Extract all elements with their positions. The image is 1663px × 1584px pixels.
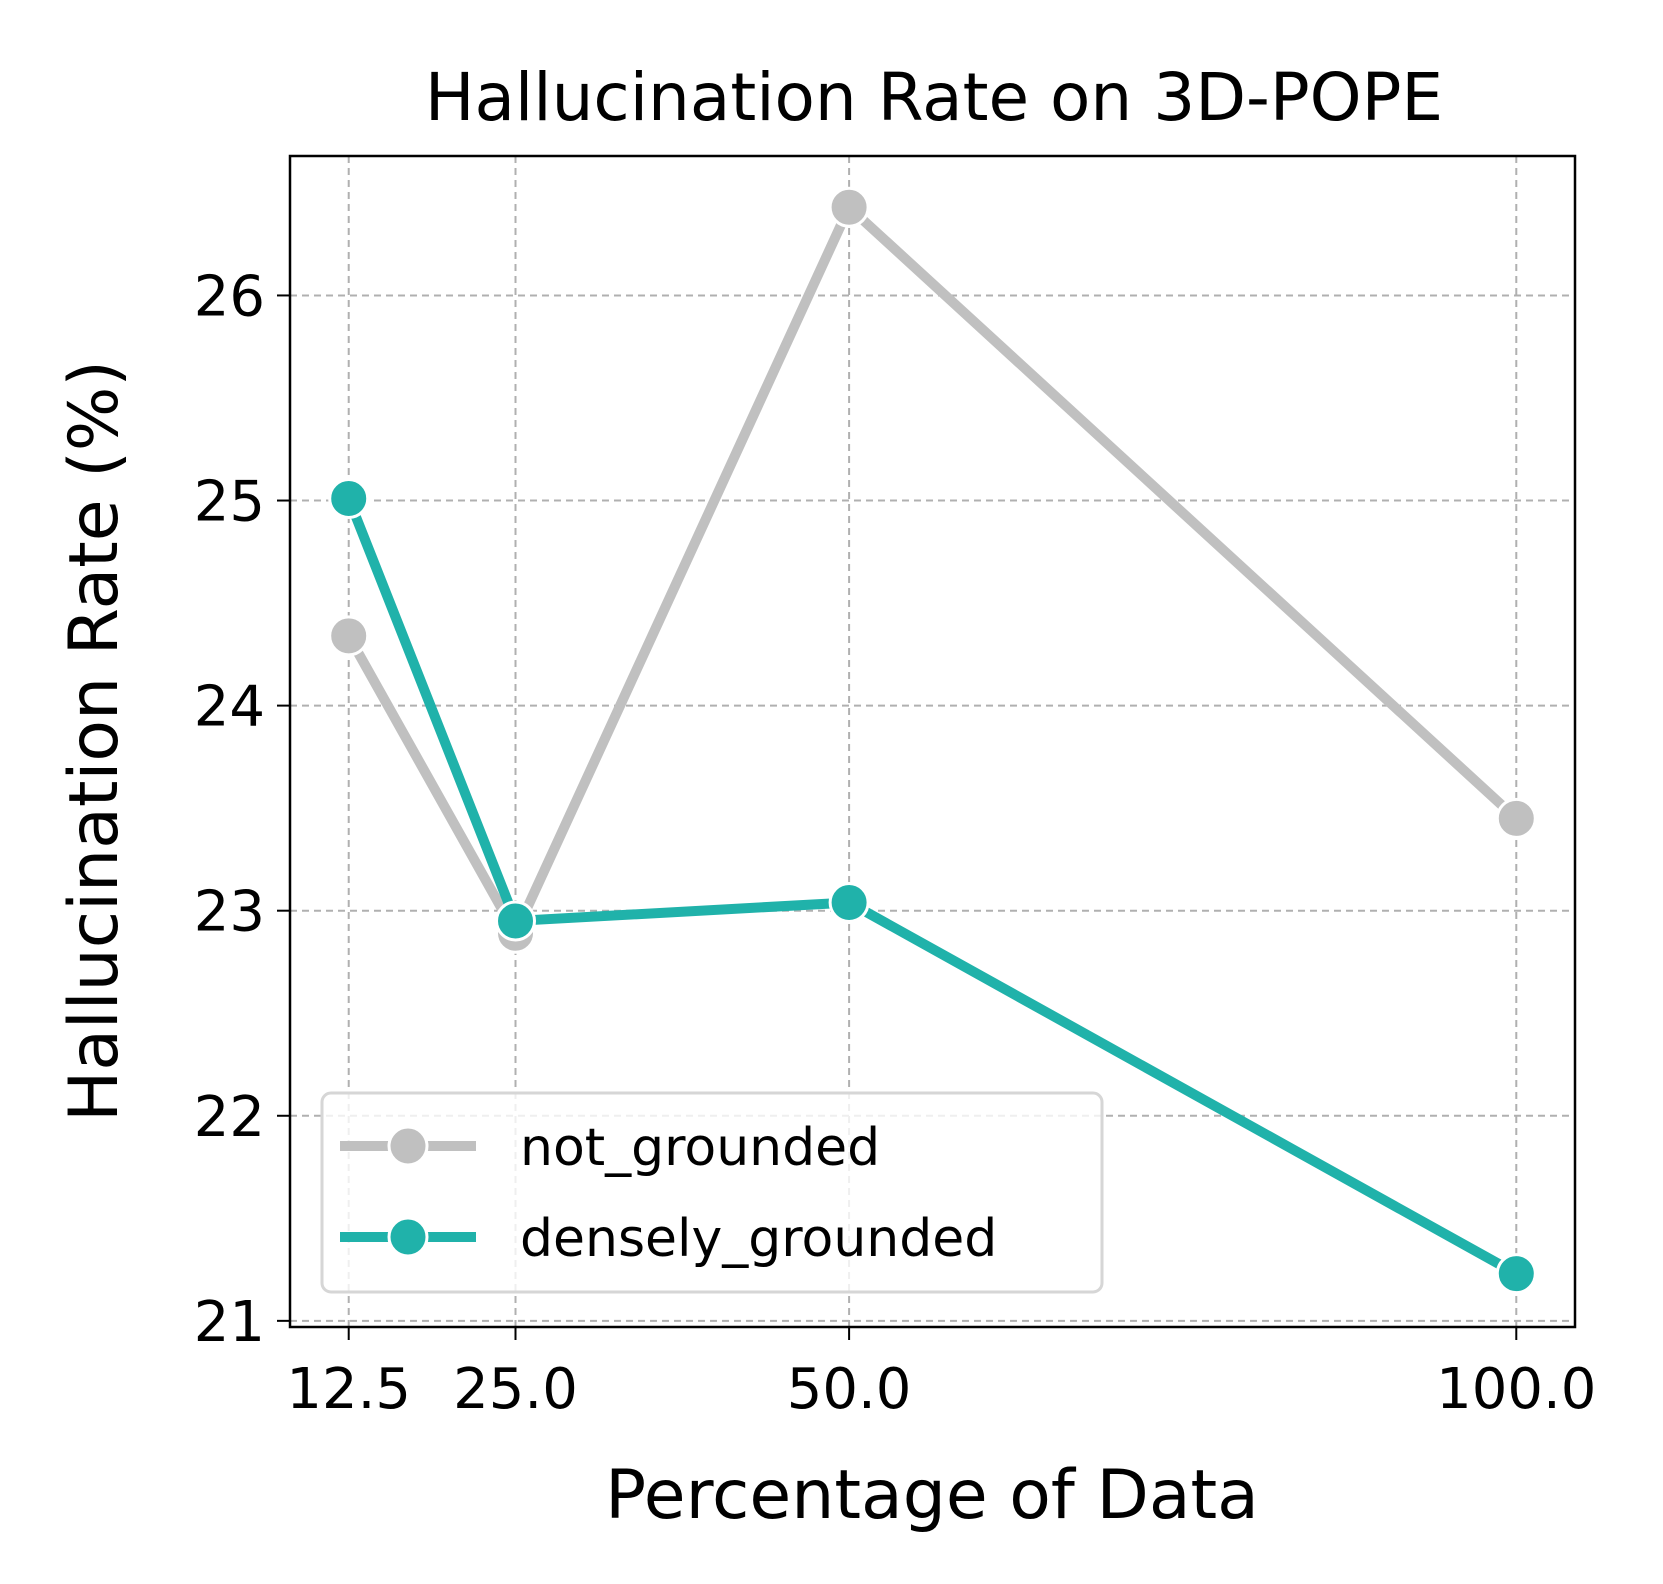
y-tick-label: 23 [194, 880, 265, 945]
data-point-densely-grounded [1495, 1253, 1537, 1295]
x-tick-label: 25.0 [453, 1357, 578, 1422]
y-tick-label: 22 [194, 1085, 265, 1150]
y-tick-label: 26 [194, 264, 265, 329]
legend-frame [320, 1091, 1104, 1294]
series-line-densely-grounded [344, 496, 1519, 1279]
data-point-densely-grounded [328, 477, 370, 519]
axis-ticks: 12.5 25.0 50.0 100.0 21 22 23 24 25 26 [194, 264, 1597, 1422]
series-line-not-grounded [344, 202, 1520, 939]
data-point-not-grounded [828, 186, 870, 228]
data-point-densely-grounded [495, 900, 537, 942]
data-point-not-grounded [1495, 797, 1537, 839]
x-tick-label: 50.0 [787, 1357, 912, 1422]
data-point-densely-grounded [828, 881, 870, 923]
y-tick-label: 25 [194, 470, 265, 535]
data-point-not-grounded [328, 615, 370, 657]
chart-title: Hallucination Rate on 3D-POPE [425, 59, 1443, 136]
legend-marker-densely-grounded [387, 1216, 429, 1258]
legend: not_grounded densely_grounded [320, 1091, 1104, 1294]
x-tick-label: 12.5 [286, 1357, 411, 1422]
x-axis-title: Percentage of Data [605, 1456, 1259, 1535]
y-tick-label: 21 [194, 1290, 265, 1355]
x-tick-label: 100.0 [1436, 1357, 1596, 1422]
y-axis-title: Hallucination Rate (%) [55, 360, 134, 1122]
legend-marker-not-grounded [387, 1125, 429, 1167]
series-group [328, 186, 1537, 1295]
legend-label-densely-grounded: densely_grounded [520, 1209, 997, 1269]
y-tick-label: 24 [194, 675, 265, 740]
plot-frame [288, 154, 1577, 1329]
legend-label-not-grounded: not_grounded [520, 1118, 880, 1178]
